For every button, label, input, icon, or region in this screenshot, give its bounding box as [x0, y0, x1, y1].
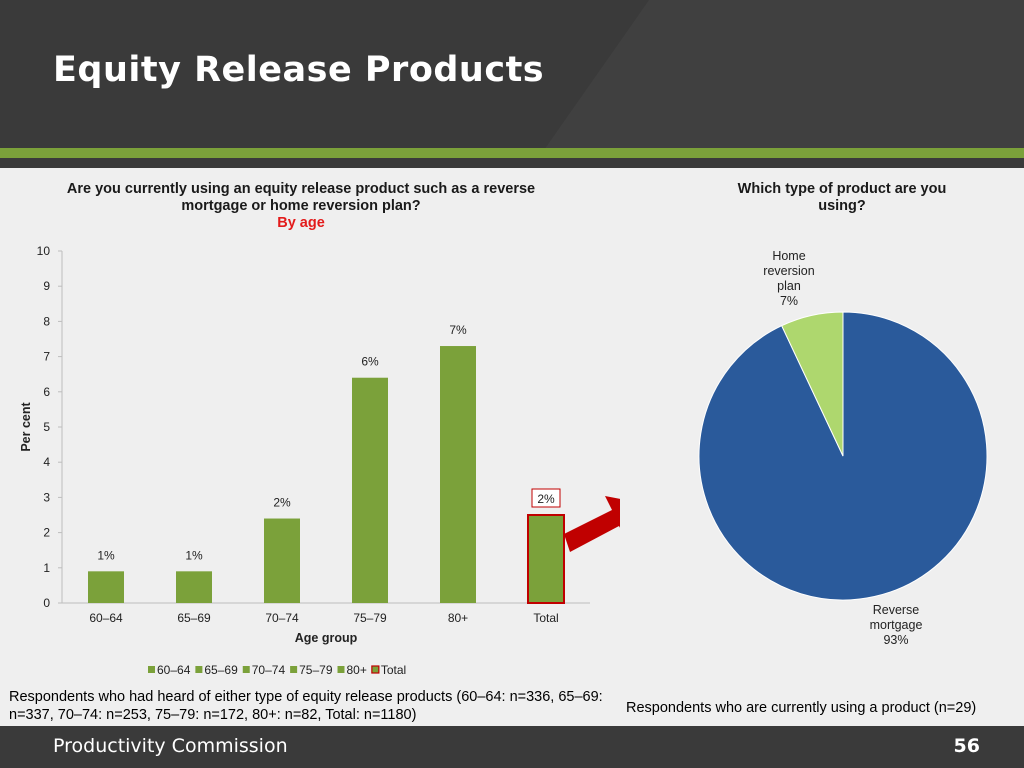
footer-organization: Productivity Commission: [53, 735, 288, 757]
legend-label: 75–79: [299, 663, 333, 677]
bar-data-label: 6%: [361, 355, 379, 369]
x-tick-label: Total: [533, 611, 558, 625]
legend-swatch: [148, 666, 155, 673]
y-tick-label: 10: [37, 244, 51, 258]
legend-swatch: [371, 665, 380, 674]
pie-label-home-reversion: Home: [772, 249, 805, 263]
bar-data-label: 1%: [185, 548, 203, 562]
bar-data-label: 7%: [449, 323, 467, 337]
y-tick-label: 6: [43, 385, 50, 399]
x-tick-label: 60–64: [89, 611, 123, 625]
y-tick-label: 0: [43, 596, 50, 610]
page-number: 56: [953, 735, 980, 757]
bar-75–79: [352, 377, 388, 603]
bar-70–74: [264, 518, 300, 603]
x-axis-title: Age group: [295, 631, 358, 645]
bar-Total: [527, 514, 565, 604]
y-tick-label: 2: [43, 526, 50, 540]
header-stripe-green: [0, 148, 1024, 158]
pie-label-reverse-mortgage: mortgage: [870, 618, 923, 632]
pie-label-reverse-mortgage: 93%: [883, 633, 908, 647]
pie-label-home-reversion: reversion: [763, 264, 814, 278]
y-tick-label: 1: [43, 561, 50, 575]
legend-label: 70–74: [252, 663, 286, 677]
pie-chart-title: Which type of product are you using?: [737, 181, 947, 214]
pie-chart-note: Respondents who are currently using a pr…: [626, 700, 977, 716]
y-tick-label: 5: [43, 420, 50, 434]
header-decoration: [508, 0, 1024, 148]
pie-label-reverse-mortgage: Reverse: [873, 603, 920, 617]
x-tick-label: 80+: [448, 611, 468, 625]
legend-label: Total: [381, 663, 406, 677]
legend-swatch: [195, 666, 203, 673]
x-tick-label: 75–79: [353, 611, 387, 625]
slide-header: Equity Release Products: [0, 0, 1024, 148]
bar-data-label: 2%: [273, 496, 291, 510]
y-tick-label: 8: [43, 314, 50, 328]
pie-label-home-reversion: 7%: [780, 294, 798, 308]
bar-chart-question: Are you currently using an equity releas…: [66, 181, 536, 214]
bar-chart-title: Are you currently using an equity releas…: [40, 181, 562, 232]
legend-label: 80+: [347, 663, 367, 677]
pie-label-home-reversion: plan: [777, 279, 801, 293]
y-tick-label: 3: [43, 490, 50, 504]
slide-title: Equity Release Products: [53, 50, 545, 90]
y-tick-label: 4: [43, 455, 50, 469]
bar-80+: [440, 346, 476, 603]
legend-swatch: [290, 666, 298, 673]
total-label-box: [531, 488, 561, 508]
header-stripe-dark: [0, 158, 1024, 168]
legend-swatch: [337, 666, 345, 673]
y-axis-title: Per cent: [19, 402, 33, 452]
bar-data-label: 1%: [97, 548, 115, 562]
bar-60–64: [88, 571, 124, 603]
bar-chart: 0 1 2 3 4 5 6 7 8 9 10 Per cent Age group 60–64 1% 65–6…: [19, 244, 620, 677]
legend-label: 60–64: [157, 663, 191, 677]
y-tick-label: 7: [43, 350, 50, 364]
bar-data-label: 2%: [537, 492, 555, 506]
x-tick-label: 70–74: [265, 611, 299, 625]
legend-label: 65–69: [204, 663, 238, 677]
legend-swatch: [242, 666, 250, 673]
bar-chart-note: Respondents who had heard of either type…: [9, 689, 603, 723]
x-tick-label: 65–69: [177, 611, 211, 625]
slide-footer: Productivity Commission 56: [0, 726, 1024, 768]
y-tick-label: 9: [43, 279, 50, 293]
pie-slice-home-reversion-plan: [781, 311, 844, 457]
arrow-to-pie: [564, 496, 620, 552]
bar-chart-subtitle: By age: [277, 215, 325, 231]
bar-65–69: [176, 571, 212, 603]
